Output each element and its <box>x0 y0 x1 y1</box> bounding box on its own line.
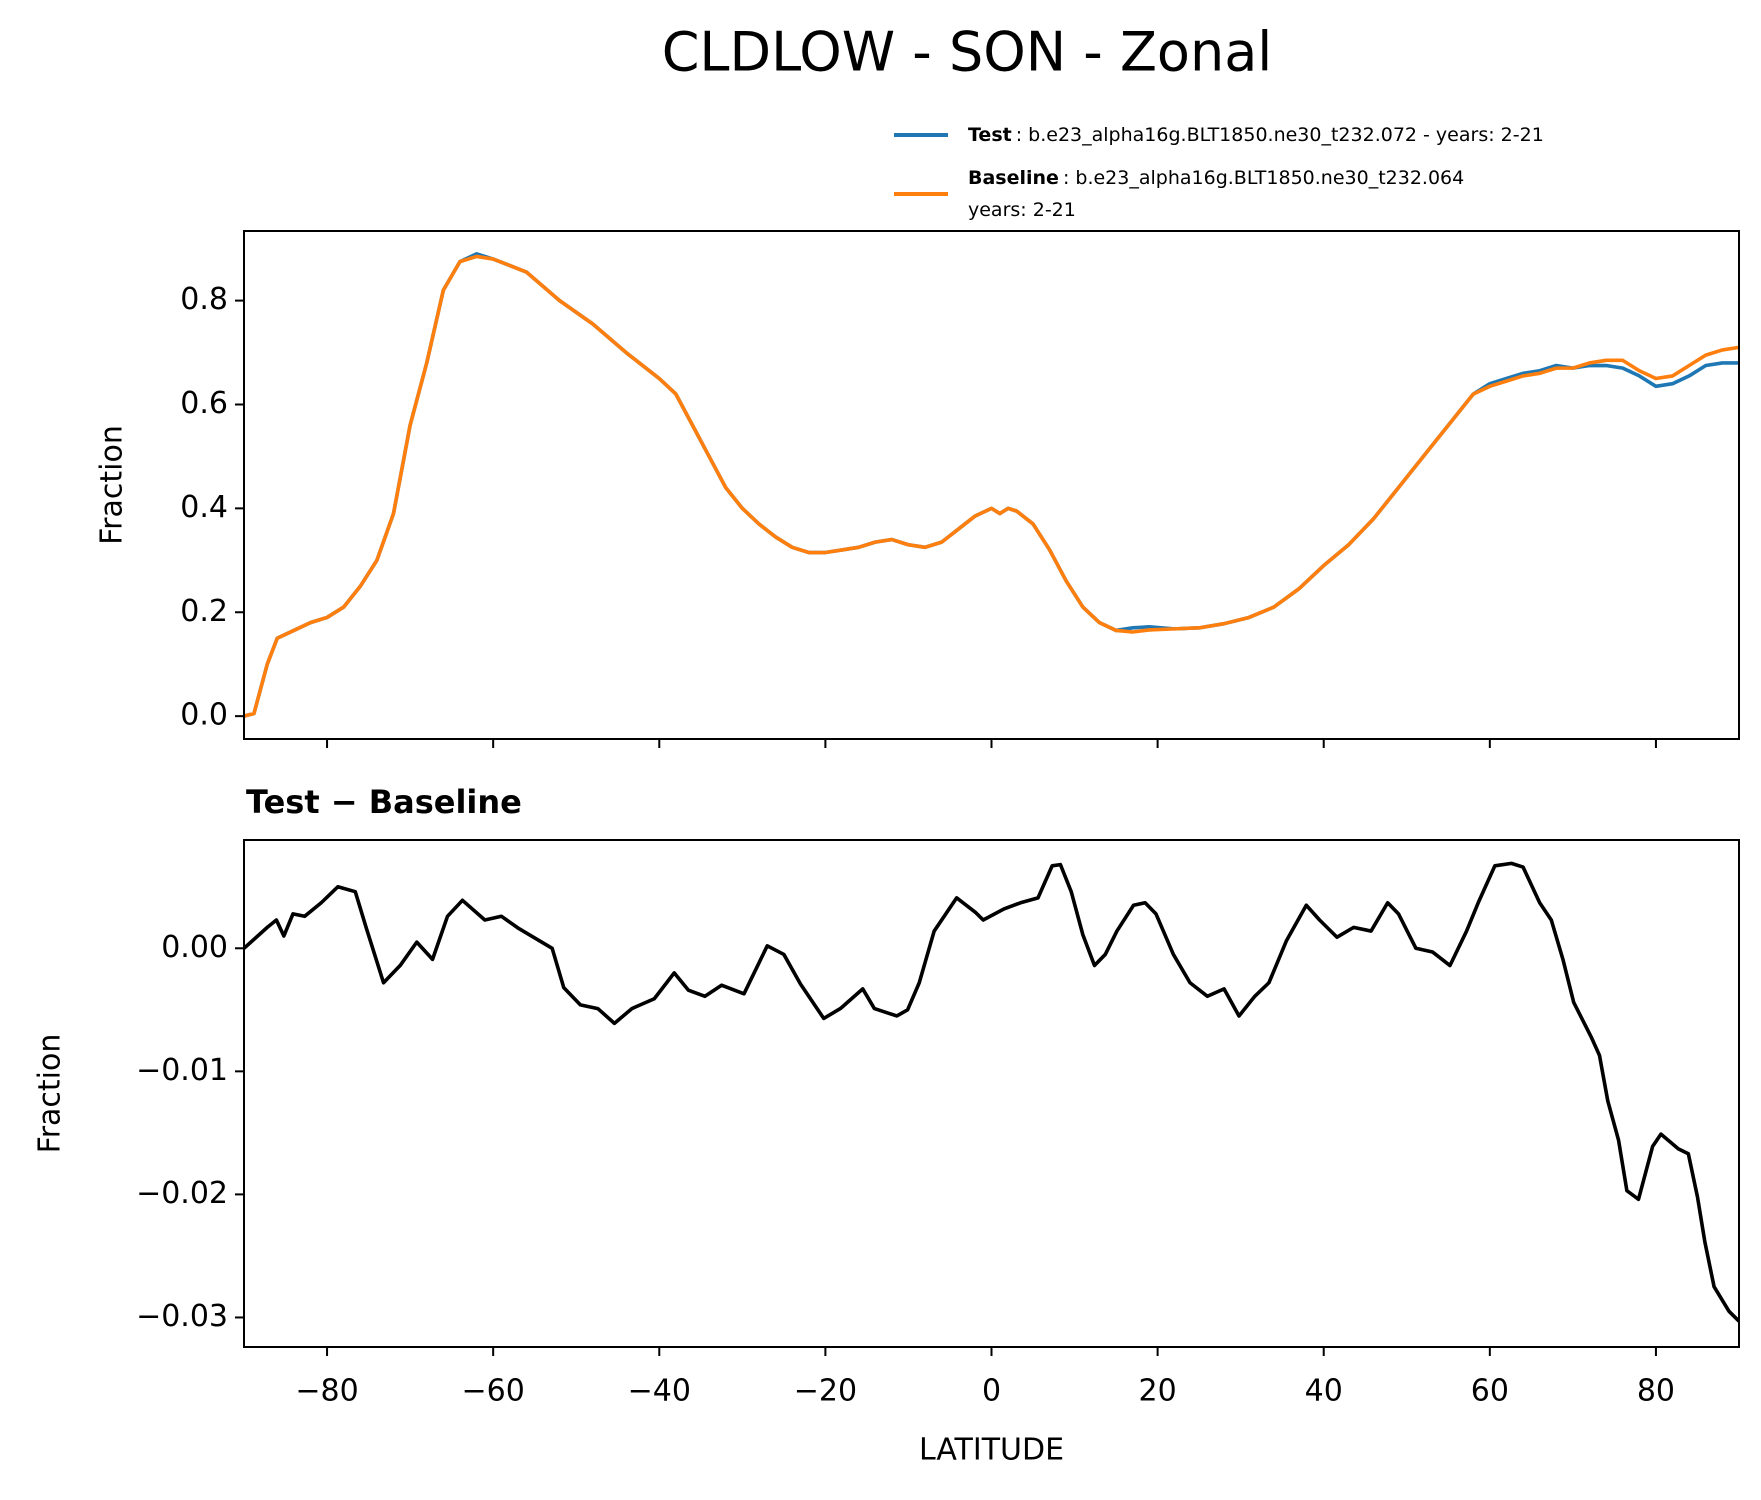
legend-text: Test: b.e23_alpha16g.BLT1850.ne30_t232.0… <box>968 124 1544 146</box>
legend-text: years: 2-21 <box>968 199 1076 221</box>
x-tick-label: −60 <box>462 1374 525 1409</box>
legend-text: Baseline: b.e23_alpha16g.BLT1850.ne30_t2… <box>968 167 1464 189</box>
x-tick-label: −40 <box>628 1374 691 1409</box>
y-tick-label: 0.8 <box>180 282 228 317</box>
data-line <box>244 861 1739 1323</box>
y-tick-label: −0.03 <box>136 1299 228 1334</box>
legend-name: Test <box>968 124 1012 146</box>
y-axis-label: Fraction <box>33 1034 68 1154</box>
x-tick-label: 20 <box>1139 1374 1177 1409</box>
x-axis-label: LATITUDE <box>919 1433 1064 1468</box>
y-axis-label: Fraction <box>95 425 130 545</box>
y-tick-label: −0.02 <box>136 1176 228 1211</box>
legend-name: Baseline <box>968 167 1059 189</box>
axes-frame <box>243 839 1740 1348</box>
y-tick-label: 0.2 <box>180 594 228 629</box>
legend-desc: : b.e23_alpha16g.BLT1850.ne30_t232.064 <box>1063 167 1464 189</box>
figure-title: CLDLOW - SON - Zonal <box>662 21 1273 84</box>
x-tick-label: 0 <box>982 1374 1001 1409</box>
legend-desc: years: 2-21 <box>968 199 1076 221</box>
y-tick-label: 0.4 <box>180 490 228 525</box>
axes-frame <box>243 230 1740 740</box>
y-tick-label: 0.6 <box>180 386 228 421</box>
data-line <box>244 252 1739 718</box>
x-tick-label: 40 <box>1305 1374 1343 1409</box>
x-tick-label: 80 <box>1637 1374 1675 1409</box>
y-tick-label: 0.00 <box>161 930 228 965</box>
legend-desc: : b.e23_alpha16g.BLT1850.ne30_t232.072 -… <box>1016 124 1544 146</box>
y-tick-label: −0.01 <box>136 1053 228 1088</box>
x-tick-label: −80 <box>295 1374 358 1409</box>
data-line <box>244 254 1739 718</box>
x-tick-label: −20 <box>794 1374 857 1409</box>
subplot-title: Test − Baseline <box>246 783 522 821</box>
y-tick-label: 0.0 <box>180 698 228 733</box>
x-tick-label: 60 <box>1471 1374 1509 1409</box>
